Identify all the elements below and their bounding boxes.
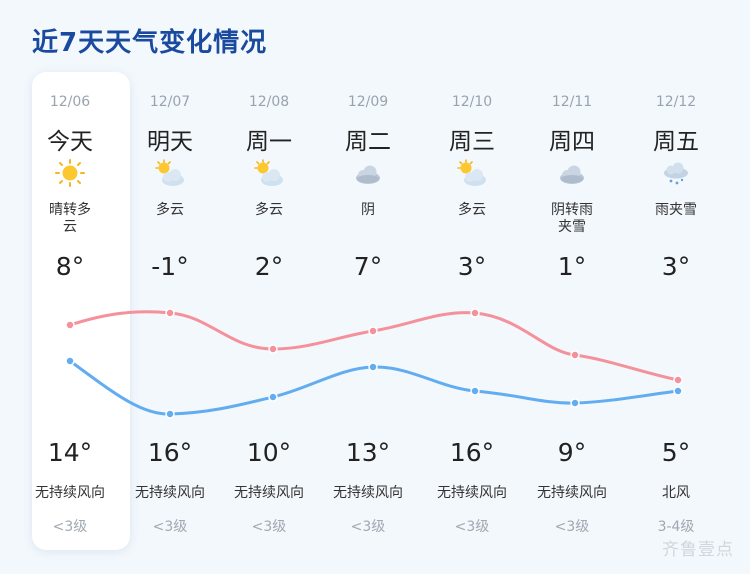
day-name: 周五 — [653, 129, 699, 155]
day-date: 12/12 — [655, 94, 697, 110]
partly-cloudy-icon — [455, 158, 489, 188]
wind-direction: 无持续风向 — [234, 485, 304, 501]
day-column[interactable]: 12/07 明天 多云 -1° 16° 无持续风向 <3级 — [120, 72, 220, 550]
wind-level: <3级 — [251, 519, 287, 535]
day-date: 12/06 — [49, 94, 91, 110]
sun-icon — [53, 158, 87, 188]
temp-upper: 1° — [557, 252, 587, 281]
cloud-icon — [351, 158, 385, 188]
weather-description: 阴 — [361, 202, 375, 218]
day-date: 12/09 — [347, 94, 389, 110]
temp-lower: 16° — [147, 438, 193, 467]
wind-direction: 无持续风向 — [537, 485, 607, 501]
temp-upper: 3° — [661, 252, 691, 281]
temp-upper: 2° — [254, 252, 284, 281]
day-column[interactable]: 12/10 周三 多云 3° 16° 无持续风向 <3级 — [422, 72, 522, 550]
day-column[interactable]: 12/06 今天 晴转多云 8° 14° 无持续风向 <3级 — [20, 72, 120, 550]
day-name: 周二 — [345, 129, 391, 155]
wind-direction: 北风 — [662, 485, 690, 501]
temp-lower: 9° — [557, 438, 587, 467]
wind-level: <3级 — [52, 519, 88, 535]
temp-upper: 3° — [457, 252, 487, 281]
weather-description: 多云 — [156, 202, 184, 218]
day-name: 今天 — [47, 129, 93, 155]
day-name: 明天 — [147, 129, 193, 155]
day-name: 周四 — [549, 129, 595, 155]
temp-upper: 8° — [55, 252, 85, 281]
temp-lower: 14° — [47, 438, 93, 467]
wind-level: <3级 — [350, 519, 386, 535]
temp-upper: 7° — [353, 252, 383, 281]
wind-level: <3级 — [152, 519, 188, 535]
day-date: 12/11 — [551, 94, 593, 110]
day-date: 12/10 — [451, 94, 493, 110]
temp-lower: 13° — [345, 438, 391, 467]
wind-level: <3级 — [554, 519, 590, 535]
wind-direction: 无持续风向 — [437, 485, 507, 501]
day-date: 12/08 — [248, 94, 290, 110]
weather-description: 多云 — [458, 202, 486, 218]
weather-description: 雨夹雪 — [655, 202, 697, 218]
wind-direction: 无持续风向 — [135, 485, 205, 501]
day-column[interactable]: 12/11 周四 阴转雨 夹雪 1° 9° 无持续风向 <3级 — [522, 72, 622, 550]
weather-description: 多云 — [255, 202, 283, 218]
watermark-logo: 齐鲁壹点 — [662, 540, 734, 560]
sleet-icon — [659, 158, 693, 188]
temp-lower: 16° — [449, 438, 495, 467]
day-column[interactable]: 12/08 周一 多云 2° 10° 无持续风向 <3级 — [219, 72, 319, 550]
day-date: 12/07 — [149, 94, 191, 110]
weather-description: 晴转多云 — [49, 202, 91, 235]
day-name: 周一 — [246, 129, 292, 155]
wind-direction: 无持续风向 — [333, 485, 403, 501]
temp-lower: 10° — [246, 438, 292, 467]
wind-level: 3-4级 — [657, 519, 695, 535]
weather-description: 阴转雨 夹雪 — [551, 202, 593, 235]
cloud-icon — [555, 158, 589, 188]
temp-upper: -1° — [151, 252, 189, 281]
wind-direction: 无持续风向 — [35, 485, 105, 501]
partly-cloudy-icon — [252, 158, 286, 188]
day-name: 周三 — [449, 129, 495, 155]
partly-cloudy-icon — [153, 158, 187, 188]
wind-level: <3级 — [454, 519, 490, 535]
day-column[interactable]: 12/09 周二 阴 7° 13° 无持续风向 <3级 — [318, 72, 418, 550]
temp-lower: 5° — [661, 438, 691, 467]
page-title: 近7天天气变化情况 — [32, 28, 268, 58]
day-column[interactable]: 12/12 周五 雨夹雪 3° 5° 北风 3-4级 — [626, 72, 726, 550]
